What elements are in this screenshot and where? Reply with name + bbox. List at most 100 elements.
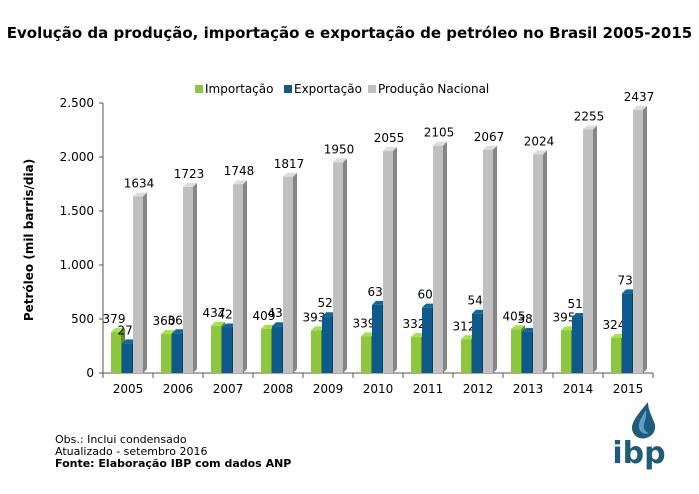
data-label: 1950: [324, 142, 355, 156]
bar-side: [443, 141, 447, 373]
bar: [333, 162, 343, 373]
x-tick-label: 2012: [463, 382, 494, 396]
bar: [311, 330, 321, 373]
data-label: 1634: [124, 177, 155, 191]
bar-top: [433, 141, 447, 146]
bar: [583, 129, 593, 373]
data-label: 1817: [274, 157, 305, 171]
data-label: 409: [253, 309, 276, 323]
x-tick-label: 2013: [513, 382, 544, 396]
y-tick-label: 0: [86, 366, 94, 380]
data-label: 2055: [374, 131, 405, 145]
legend-label: Importação: [205, 82, 273, 96]
data-label: 332: [403, 317, 426, 331]
bar: [272, 326, 282, 373]
data-label: 437: [203, 306, 226, 320]
bar-top: [472, 309, 486, 314]
bar-top: [122, 339, 136, 344]
bar: [461, 339, 471, 373]
data-label: 395: [553, 310, 576, 324]
bar-top: [533, 150, 547, 155]
y-tick-label: 2.000: [60, 150, 94, 164]
bar-top: [333, 158, 347, 163]
data-label: 324: [603, 318, 626, 332]
bar-top: [322, 312, 336, 317]
bar: [361, 336, 371, 373]
bar-side: [343, 158, 347, 373]
bar: [122, 343, 132, 373]
bar-top: [383, 147, 397, 152]
note-source: Fonte: Elaboração IBP com dados ANP: [55, 457, 292, 470]
x-tick-label: 2007: [213, 382, 244, 396]
bar-top: [461, 335, 475, 340]
logo-text: ibp: [612, 436, 666, 471]
bar-top: [261, 324, 275, 329]
data-label: 379: [103, 312, 126, 326]
bar-top: [172, 329, 186, 334]
bar-side: [393, 147, 397, 373]
bar-side: [543, 150, 547, 373]
bar: [161, 334, 171, 373]
bar-side: [643, 105, 647, 373]
bar-top: [211, 321, 225, 326]
x-tick-label: 2008: [263, 382, 294, 396]
data-label: 393: [303, 311, 326, 325]
bar-top: [422, 303, 436, 308]
data-label: 360: [153, 314, 176, 328]
y-tick-label: 2.500: [60, 96, 94, 110]
bar: [372, 304, 382, 373]
bar-top: [622, 289, 636, 294]
x-tick-label: 2015: [613, 382, 644, 396]
note-updated: Atualizado - setembro 2016: [55, 445, 208, 458]
bar: [511, 329, 521, 373]
x-tick-label: 2011: [413, 382, 444, 396]
bar: [522, 331, 532, 373]
oil-drop-icon: [632, 402, 656, 439]
bar-side: [293, 172, 297, 373]
bar: [622, 293, 632, 373]
bar-top: [572, 312, 586, 317]
bar-top: [633, 105, 647, 110]
legend-label: Produção Nacional: [378, 82, 489, 96]
data-label: 2067: [474, 130, 505, 144]
bar: [422, 307, 432, 373]
data-label: 2255: [574, 109, 605, 123]
bar: [433, 145, 443, 373]
bar-top: [583, 125, 597, 130]
data-label: 1723: [174, 167, 205, 181]
bar-top: [111, 328, 125, 333]
bar: [111, 332, 121, 373]
bar: [283, 176, 293, 373]
data-label: 339: [353, 316, 376, 330]
bar-top: [522, 327, 536, 332]
bar-side: [143, 192, 147, 373]
x-tick-label: 2006: [163, 382, 194, 396]
legend-label: Exportação: [294, 82, 362, 96]
bar: [472, 313, 482, 373]
bar: [322, 316, 332, 373]
notes-block: Obs.: Inclui condensado Atualizado - set…: [55, 434, 291, 470]
y-axis-title: Petróleo (mil barris/dia): [22, 159, 36, 321]
bar: [533, 154, 543, 373]
y-tick-label: 1.500: [60, 204, 94, 218]
bar-top: [311, 326, 325, 331]
bar-top: [161, 330, 175, 335]
bar-top: [411, 333, 425, 338]
bar: [411, 337, 421, 373]
bar: [383, 151, 393, 373]
bar: [233, 184, 243, 373]
legend-swatch: [195, 85, 203, 93]
bar: [183, 186, 193, 373]
bar-top: [561, 326, 575, 331]
bar: [172, 333, 182, 373]
x-tick-label: 2005: [113, 382, 144, 396]
data-label: 2024: [524, 134, 555, 148]
bar: [483, 149, 493, 373]
chart-title: Evolução da produção, importação e expor…: [6, 24, 693, 42]
bar-top: [361, 332, 375, 337]
bar-side: [243, 180, 247, 373]
legend-swatch: [284, 85, 292, 93]
bar-top: [611, 334, 625, 339]
